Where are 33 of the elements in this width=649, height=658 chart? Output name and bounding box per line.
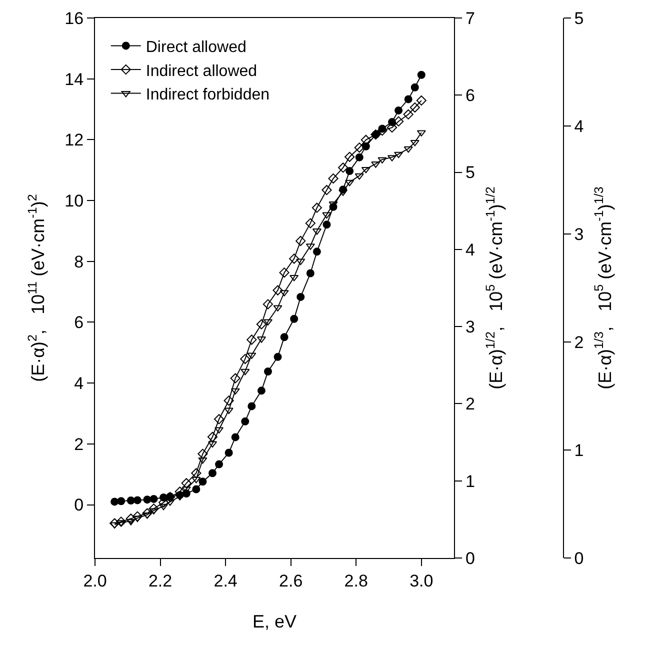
y-tick-label: 4 (74, 374, 84, 394)
y3-tick-label: 2 (574, 332, 584, 352)
y2-tick-label: 6 (465, 86, 475, 106)
y2-tick-label: 3 (465, 318, 475, 337)
y-tick-label: 12 (64, 130, 84, 150)
x-tick-label: 2.0 (83, 571, 107, 590)
y-tick-label: 8 (74, 252, 84, 272)
legend-label: Indirect allowed (146, 62, 258, 80)
y3-tick-label: 1 (574, 440, 584, 460)
y2-tick-label: 2 (465, 394, 475, 414)
y-tick-label: 14 (64, 70, 84, 89)
x-tick-label: 2.2 (148, 571, 172, 590)
y-tick-label: 0 (74, 496, 84, 515)
y2-tick-label: 5 (465, 163, 475, 182)
x-axis-title: E, eV (252, 612, 297, 632)
y2-tick-label: 1 (465, 472, 475, 491)
y-tick-label: 16 (64, 8, 84, 28)
x-tick-label: 2.4 (214, 571, 238, 590)
x-tick-label: 2.8 (344, 571, 368, 590)
y3-tick-label: 5 (574, 8, 584, 28)
y-tick-label: 10 (64, 191, 84, 210)
y3-tick-label: 4 (574, 116, 584, 136)
y2-tick-label: 0 (465, 548, 475, 568)
y-tick-label: 2 (74, 434, 84, 454)
x-tick-label: 3.0 (410, 571, 434, 590)
y3-tick-label: 0 (574, 548, 584, 568)
y-tick-label: 6 (74, 313, 84, 332)
legend-label: Direct allowed (146, 38, 246, 56)
y2-tick-label: 7 (465, 8, 475, 28)
x-tick-label: 2.6 (279, 571, 303, 590)
y3-tick-label: 3 (574, 224, 584, 244)
y2-tick-label: 4 (465, 240, 475, 260)
legend-label: Indirect forbidden (146, 86, 270, 104)
